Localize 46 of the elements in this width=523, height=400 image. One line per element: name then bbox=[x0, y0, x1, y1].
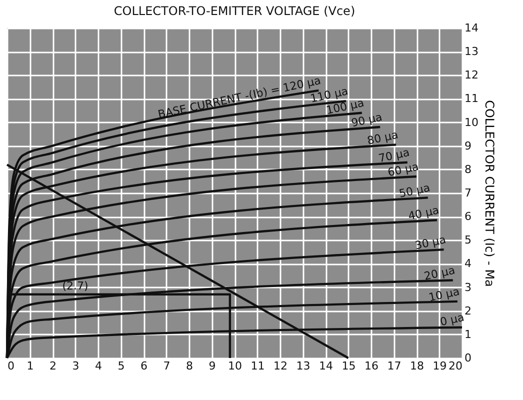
y-tick-label: 3 bbox=[464, 280, 472, 294]
y-tick-label: 11 bbox=[464, 92, 478, 106]
y-tick-label: 5 bbox=[464, 234, 472, 247]
x-tick-label: 18 bbox=[410, 360, 424, 372]
x-tick-label: 0 bbox=[8, 360, 14, 372]
x-tick-label: 2 bbox=[50, 360, 56, 372]
y-tick-label: 0 bbox=[464, 352, 472, 364]
chart-title: COLLECTOR-TO-EMITTER VOLTAGE (Vce) bbox=[114, 4, 356, 18]
y-tick-label: 14 bbox=[464, 22, 478, 34]
x-tick-label: 14 bbox=[319, 360, 333, 372]
x-tick-label: 19 bbox=[432, 360, 447, 372]
y-tick-label: 2 bbox=[464, 304, 472, 318]
y-axis-title: COLLECTOR CURRENT (Ic) - Ma bbox=[482, 100, 496, 287]
text: 40 μa bbox=[407, 204, 440, 223]
y-tick-label: 8 bbox=[464, 162, 472, 176]
x-tick-label: 12 bbox=[274, 360, 288, 372]
y-tick-label: 12 bbox=[464, 68, 478, 82]
x-tick-label: 6 bbox=[140, 360, 148, 372]
x-tick-label: 11 bbox=[250, 360, 265, 372]
x-tick-label: 15 bbox=[342, 360, 356, 372]
y-tick-label: 13 bbox=[464, 45, 478, 58]
x-tick-label: 13 bbox=[296, 360, 310, 372]
text: 10 μa bbox=[427, 284, 461, 304]
x-tick-label: 10 bbox=[228, 360, 242, 372]
y-tick-label: 10 bbox=[464, 116, 478, 129]
x-tick-label: 17 bbox=[387, 360, 402, 372]
y-tick-label: 9 bbox=[464, 139, 472, 152]
x-tick-label: 20 bbox=[448, 360, 462, 372]
y-tick-label: 7 bbox=[464, 186, 472, 200]
x-tick-label: 4 bbox=[95, 360, 102, 372]
x-tick-label: 9 bbox=[208, 360, 216, 372]
text: 20 μa bbox=[422, 264, 456, 283]
x-tick-label: 16 bbox=[364, 360, 378, 372]
text: 90 μa bbox=[350, 110, 384, 130]
x-tick-label: 1 bbox=[26, 360, 34, 372]
x-tick-label: 3 bbox=[72, 360, 80, 372]
x-tick-label: 5 bbox=[118, 360, 125, 372]
text: 50 μa bbox=[398, 181, 432, 200]
x-tick-label: 7 bbox=[163, 360, 170, 372]
y-tick-label: 1 bbox=[464, 328, 472, 341]
text: 0 μa bbox=[438, 310, 466, 329]
text: 80 μa bbox=[366, 128, 400, 148]
y-tick-label: 6 bbox=[464, 210, 472, 224]
text: 30 μa bbox=[414, 233, 448, 252]
x-tick-label: 8 bbox=[186, 360, 193, 372]
y-tick-label: 4 bbox=[464, 257, 472, 270]
